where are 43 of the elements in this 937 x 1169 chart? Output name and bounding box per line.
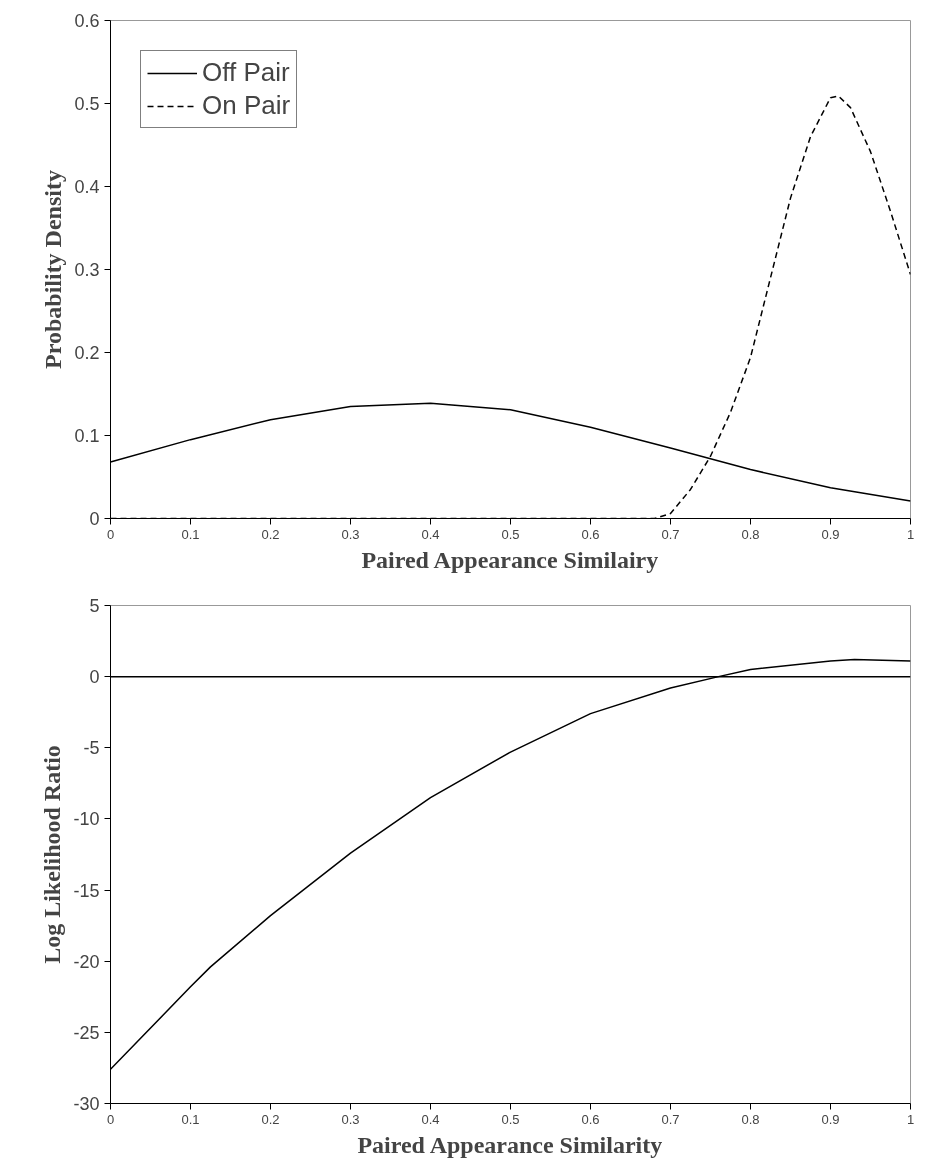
x-tick-label: 0.9 [821, 1111, 840, 1127]
x-tick-label: 0.2 [261, 1111, 280, 1127]
x-tick-label: 0.4 [421, 526, 440, 542]
x-tick-label: 0.8 [741, 526, 760, 542]
x-tick-label: 0.8 [741, 1111, 760, 1127]
y-tick-label: -10 [73, 809, 100, 830]
y-tick-label: -20 [73, 951, 100, 972]
x-tick-label: 0.3 [341, 1111, 360, 1127]
x-tick-label: 1 [906, 1111, 915, 1127]
y-tick-label: -5 [83, 738, 100, 759]
y-tick-label: 0 [89, 509, 100, 529]
x-tick-label: 0.6 [581, 526, 600, 542]
x-axis-title: Paired Appearance Similarity [357, 1131, 663, 1158]
y-tick-label: 0.2 [74, 343, 100, 363]
x-tick-label: 0.5 [501, 526, 520, 542]
y-tick-label: -25 [73, 1022, 100, 1043]
y-axis-title: Log Likelihood Ratio [39, 745, 66, 964]
x-tick-label: 0.7 [661, 1111, 680, 1127]
y-tick-label: 0 [89, 667, 100, 688]
y-tick-label: -15 [73, 880, 100, 901]
x-tick-label: 1 [906, 526, 915, 542]
x-tick-label: 0.9 [821, 526, 840, 542]
x-tick-label: 0.6 [581, 1111, 600, 1127]
y-tick-label: 5 [89, 596, 100, 616]
y-tick-label: 0.1 [74, 426, 100, 446]
x-tick-label: 0.1 [181, 526, 200, 542]
legend-label: On Pair [202, 90, 291, 121]
x-tick-label: 0.4 [421, 1111, 440, 1127]
x-tick-label: 0.7 [661, 526, 680, 542]
x-tick-label: 0 [106, 1111, 115, 1127]
y-tick-label: 0.5 [74, 94, 100, 114]
y-axis-title: Probability Density [40, 170, 67, 369]
y-tick-label: -30 [73, 1094, 100, 1114]
x-tick-label: 0.5 [501, 1111, 520, 1127]
x-tick-label: 0.1 [181, 1111, 200, 1127]
x-tick-label: 0 [106, 526, 115, 542]
legend-label: Off Pair [202, 57, 290, 88]
y-tick-label: 0.6 [74, 11, 100, 31]
x-tick-label: 0.3 [341, 526, 360, 542]
x-axis-title: Paired Appearance Similairy [361, 546, 659, 573]
y-tick-label: 0.4 [74, 177, 100, 197]
x-tick-label: 0.2 [261, 526, 280, 542]
y-tick-label: 0.3 [74, 260, 100, 280]
